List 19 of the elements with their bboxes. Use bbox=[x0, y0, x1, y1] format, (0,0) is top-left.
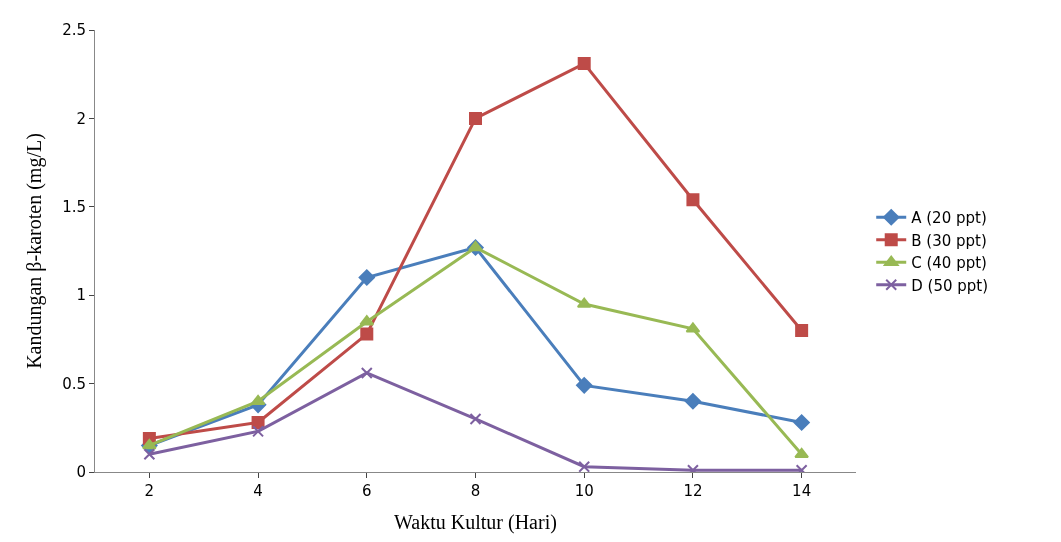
legend-label: C (40 ppt) bbox=[911, 254, 987, 273]
legend-label: B (30 ppt) bbox=[911, 231, 987, 250]
y-tick-label: 2 bbox=[76, 109, 86, 128]
y-axis-title: Kandungan β-karoten (mg/L) bbox=[22, 133, 46, 369]
y-tick-label: 2.5 bbox=[62, 21, 86, 40]
x-tick-label: 4 bbox=[253, 482, 263, 500]
x-axis-title: Waktu Kultur (Hari) bbox=[394, 510, 557, 534]
y-tick-label: 0.5 bbox=[62, 374, 86, 393]
x-tick-label: 2 bbox=[144, 482, 155, 500]
legend-label: D (50 ppt) bbox=[911, 276, 989, 295]
x-tick-label: 12 bbox=[683, 482, 703, 500]
y-tick-label: 1.5 bbox=[62, 198, 86, 217]
legend-label: A (20 ppt) bbox=[911, 209, 987, 228]
x-tick-label: 14 bbox=[792, 482, 812, 500]
x-tick-label: 10 bbox=[574, 482, 594, 500]
y-tick-label: 0 bbox=[76, 463, 86, 482]
y-tick-label: 1 bbox=[76, 286, 86, 305]
x-tick-label: 6 bbox=[362, 482, 372, 500]
x-tick-label: 8 bbox=[470, 482, 481, 500]
